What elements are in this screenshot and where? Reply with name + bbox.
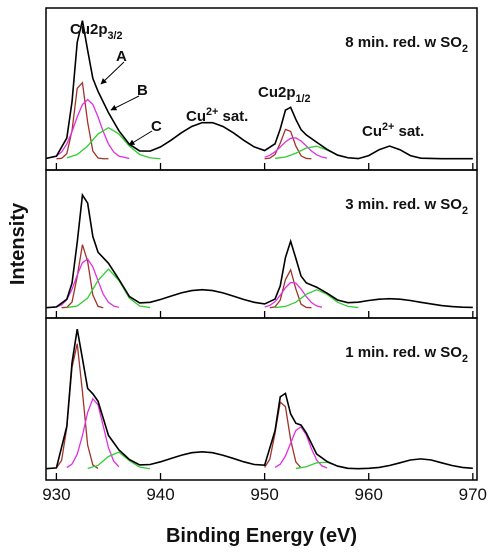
annotation-after: sat. — [394, 123, 424, 140]
series-line — [46, 98, 130, 160]
series-line — [264, 128, 312, 160]
panel-label-sub: 2 — [462, 43, 468, 55]
annotation-main: Cu — [186, 108, 206, 125]
x-axis-title: Binding Energy (eV) — [166, 525, 357, 547]
panel-label-main: 3 min. red. w SO — [345, 196, 462, 213]
annotation: Cu2p3/2 — [70, 21, 123, 42]
panel-label: 8 min. red. w SO2 — [345, 34, 468, 55]
x-tick-label: 930 — [42, 485, 70, 504]
series-line — [264, 400, 302, 469]
panel-label-main: 1 min. red. w SO — [345, 344, 462, 361]
series-line — [55, 343, 99, 469]
panel-label-sub: 2 — [462, 353, 468, 365]
series-line — [66, 268, 151, 309]
series-line — [66, 397, 120, 469]
series-line — [46, 20, 473, 160]
annotation-sub: 3/2 — [108, 30, 123, 42]
panel-label-main: 8 min. red. w SO — [345, 34, 462, 51]
x-tick-label: 960 — [355, 485, 383, 504]
series-line — [269, 268, 312, 309]
series-line — [61, 244, 104, 309]
annotation-after: sat. — [218, 108, 248, 125]
arrow — [110, 95, 140, 111]
plot-frame — [45, 317, 478, 481]
annotation-main: Cu2p — [258, 84, 296, 101]
annotation: Cu2+ sat. — [362, 121, 424, 140]
annotation: B — [137, 82, 148, 99]
series-line — [87, 451, 151, 470]
annotation-main: Cu2p — [70, 21, 108, 38]
series-line — [46, 192, 473, 309]
annotation-main: Cu — [362, 123, 382, 140]
annotation: Cu2+ sat. — [186, 106, 248, 125]
annotation: A — [116, 48, 127, 65]
arrow — [100, 61, 125, 85]
annotation: Cu2p1/2 — [258, 84, 311, 105]
x-tick-label: 940 — [146, 485, 174, 504]
annotation-sup: 2+ — [206, 106, 218, 118]
series-line — [46, 328, 473, 470]
panel-label-sub: 2 — [462, 205, 468, 217]
series-line — [274, 425, 328, 469]
x-tick-label: 950 — [250, 485, 278, 504]
annotation-sup: 2+ — [382, 121, 394, 133]
annotation: C — [151, 118, 162, 135]
plot-frame — [45, 169, 478, 319]
arrow — [128, 130, 153, 146]
series-line — [264, 137, 328, 159]
series-line — [56, 81, 109, 160]
panel-label: 3 min. red. w SO2 — [345, 196, 468, 217]
annotation-sub: 1/2 — [296, 93, 311, 105]
x-tick-label: 970 — [459, 485, 487, 504]
panel-label: 1 min. red. w SO2 — [345, 344, 468, 365]
series-line — [66, 126, 161, 160]
series-line — [274, 288, 359, 309]
series-line — [264, 281, 323, 308]
y-axis-title: Intensity — [7, 202, 29, 285]
